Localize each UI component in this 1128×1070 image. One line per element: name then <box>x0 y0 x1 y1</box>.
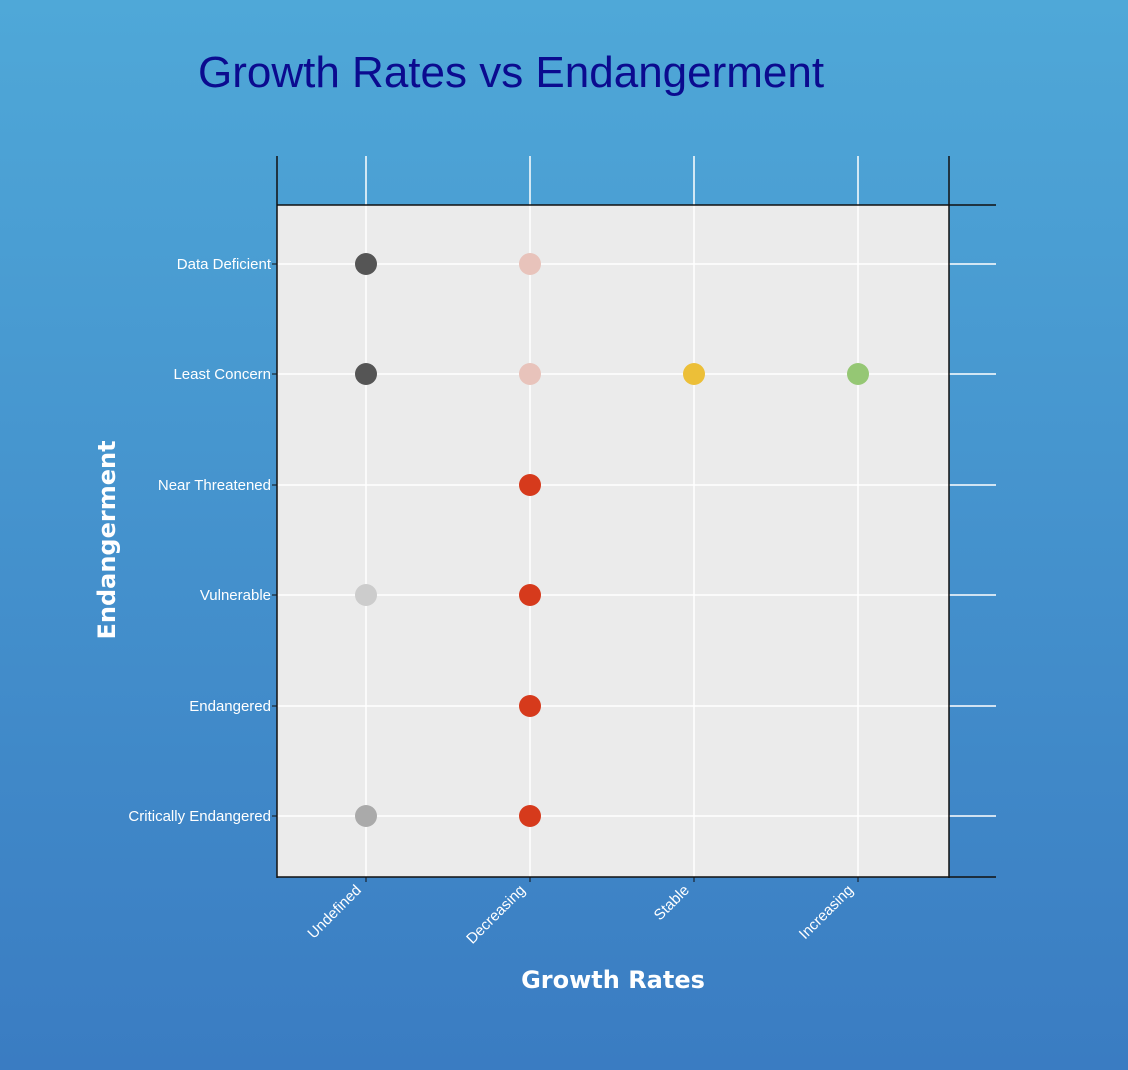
data-point <box>355 363 377 385</box>
y-tick-label: Near Threatened <box>158 477 271 494</box>
data-point <box>519 695 541 717</box>
plot-panel <box>277 205 949 877</box>
data-point <box>847 363 869 385</box>
x-tick-label: Increasing <box>796 882 857 943</box>
x-tick-label: Undefined <box>304 882 364 942</box>
data-point <box>519 363 541 385</box>
y-axis-label: Endangerment <box>93 440 121 639</box>
data-point <box>355 805 377 827</box>
data-point <box>355 584 377 606</box>
data-point <box>519 584 541 606</box>
data-point <box>683 363 705 385</box>
x-tick-label: Decreasing <box>463 882 529 948</box>
y-tick-label: Least Concern <box>173 366 271 383</box>
data-point <box>519 805 541 827</box>
data-point <box>355 253 377 275</box>
y-tick-label: Vulnerable <box>200 587 271 604</box>
x-tick-label: Stable <box>651 882 693 924</box>
data-point <box>519 474 541 496</box>
y-tick-label: Data Deficient <box>177 256 272 273</box>
y-tick-label: Critically Endangered <box>128 808 271 825</box>
chart-title: Growth Rates vs Endangerment <box>198 48 825 97</box>
x-axis-label: Growth Rates <box>521 966 705 994</box>
data-point <box>519 253 541 275</box>
y-tick-label: Endangered <box>189 698 271 715</box>
